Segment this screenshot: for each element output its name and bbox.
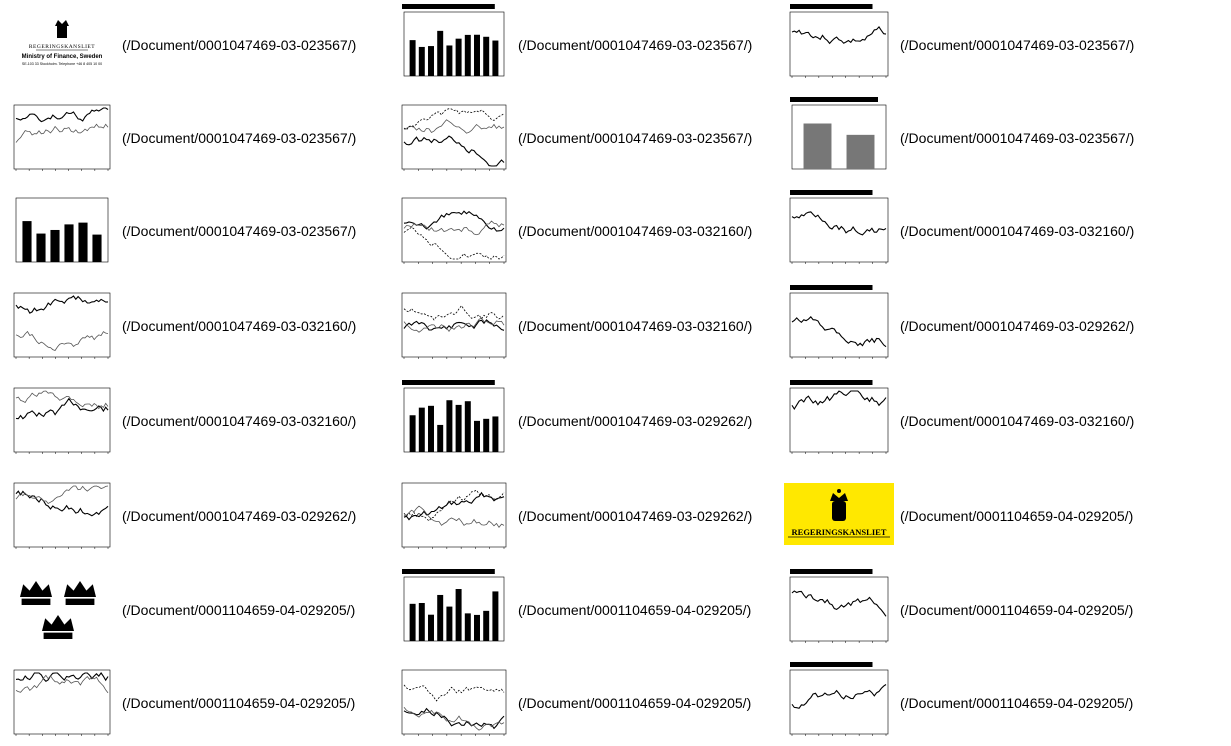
line-chart-thumbnail[interactable]	[8, 473, 116, 559]
line-chart-thumbnail[interactable]	[784, 188, 894, 274]
image-link-item[interactable]: (/Document/0001047469-03-032160/)	[396, 188, 752, 274]
ministry-of-finance-logo[interactable]: REGERINGSKANSLIET Ministry of Finance, Sw…	[8, 2, 116, 88]
line-chart-thumbnail[interactable]	[8, 283, 116, 369]
document-path-link[interactable]: (/Document/0001047469-03-032160/)	[900, 413, 1135, 429]
line-chart-thumbnail[interactable]	[396, 188, 512, 274]
document-path-link[interactable]: (/Document/0001047469-03-023567/)	[122, 130, 357, 146]
three-crowns-icon[interactable]	[8, 567, 116, 653]
document-path-link[interactable]: (/Document/0001047469-03-029262/)	[122, 508, 357, 524]
image-link-item[interactable]: (/Document/0001104659-04-029205/)	[8, 567, 355, 653]
bar-chart-thumbnail[interactable]	[784, 95, 894, 181]
document-path-link[interactable]: (/Document/0001047469-03-032160/)	[122, 413, 357, 429]
svg-text:REGERINGSKANSLIET: REGERINGSKANSLIET	[29, 44, 95, 50]
image-link-item[interactable]: (/Document/0001047469-03-023567/)	[784, 2, 1134, 88]
image-link-item[interactable]: (/Document/0001047469-03-023567/)	[784, 95, 1134, 181]
image-link-item[interactable]: (/Document/0001047469-03-023567/)	[8, 188, 356, 274]
bar-chart-thumbnail[interactable]	[396, 2, 512, 88]
document-path-link[interactable]: (/Document/0001104659-04-029205/)	[900, 695, 1134, 711]
image-link-item[interactable]: (/Document/0001047469-03-032160/)	[784, 188, 1134, 274]
svg-text:REGERINGSKANSLIET: REGERINGSKANSLIET	[792, 527, 887, 537]
image-link-item[interactable]: (/Document/0001047469-03-032160/)	[396, 283, 752, 369]
image-link-item[interactable]: (/Document/0001104659-04-029205/)	[784, 660, 1133, 746]
image-link-item[interactable]: REGERINGSKANSLIET (/Document/0001104659-0…	[784, 473, 1133, 559]
bar-chart-thumbnail[interactable]	[396, 378, 512, 464]
line-chart-thumbnail[interactable]	[8, 378, 116, 464]
document-path-link[interactable]: (/Document/0001104659-04-029205/)	[900, 602, 1134, 618]
line-chart-thumbnail[interactable]	[396, 660, 512, 746]
document-path-link[interactable]: (/Document/0001104659-04-029205/)	[518, 695, 752, 711]
line-chart-thumbnail[interactable]	[8, 660, 116, 746]
image-link-item[interactable]: (/Document/0001047469-03-032160/)	[784, 378, 1134, 464]
document-path-link[interactable]: (/Document/0001047469-03-032160/)	[518, 223, 753, 239]
image-link-item[interactable]: (/Document/0001047469-03-023567/)	[396, 2, 752, 88]
svg-text:Ministry of Finance, Sweden: Ministry of Finance, Sweden	[22, 54, 103, 60]
document-path-link[interactable]: (/Document/0001047469-03-023567/)	[900, 130, 1135, 146]
line-chart-thumbnail[interactable]	[396, 95, 512, 181]
document-path-link[interactable]: (/Document/0001047469-03-023567/)	[900, 37, 1135, 53]
regeringskansliet-crest-logo[interactable]: REGERINGSKANSLIET	[784, 473, 894, 559]
image-link-item[interactable]: (/Document/0001047469-03-023567/)	[8, 95, 356, 181]
svg-text:SE-103 33 Stockholm. Telephone: SE-103 33 Stockholm. Telephone +46 8 405…	[22, 62, 102, 66]
image-link-item[interactable]: (/Document/0001104659-04-029205/)	[396, 567, 751, 653]
image-link-item[interactable]: (/Document/0001047469-03-032160/)	[8, 283, 356, 369]
line-chart-thumbnail[interactable]	[784, 378, 894, 464]
image-link-item[interactable]: (/Document/0001047469-03-023567/)	[396, 95, 752, 181]
line-chart-thumbnail[interactable]	[784, 283, 894, 369]
bar-chart-thumbnail[interactable]	[396, 567, 512, 653]
document-path-link[interactable]: (/Document/0001047469-03-023567/)	[122, 223, 357, 239]
document-path-link[interactable]: (/Document/0001104659-04-029205/)	[122, 695, 356, 711]
image-link-item[interactable]: (/Document/0001047469-03-029262/)	[396, 378, 752, 464]
image-link-item[interactable]: (/Document/0001104659-04-029205/)	[8, 660, 355, 746]
image-link-item[interactable]: (/Document/0001047469-03-029262/)	[784, 283, 1134, 369]
line-chart-thumbnail[interactable]	[784, 2, 894, 88]
line-chart-thumbnail[interactable]	[8, 95, 116, 181]
image-link-item[interactable]: (/Document/0001104659-04-029205/)	[396, 660, 751, 746]
document-path-link[interactable]: (/Document/0001047469-03-029262/)	[900, 318, 1135, 334]
image-link-item[interactable]: (/Document/0001104659-04-029205/)	[784, 567, 1133, 653]
document-path-link[interactable]: (/Document/0001047469-03-029262/)	[518, 508, 753, 524]
image-link-item[interactable]: (/Document/0001047469-03-029262/)	[396, 473, 752, 559]
image-link-item[interactable]: REGERINGSKANSLIET Ministry of Finance, Sw…	[8, 2, 356, 88]
document-path-link[interactable]: (/Document/0001104659-04-029205/)	[122, 602, 356, 618]
line-chart-thumbnail[interactable]	[396, 473, 512, 559]
document-path-link[interactable]: (/Document/0001047469-03-029262/)	[518, 413, 753, 429]
document-path-link[interactable]: (/Document/0001047469-03-032160/)	[122, 318, 357, 334]
image-link-item[interactable]: (/Document/0001047469-03-032160/)	[8, 378, 356, 464]
document-path-link[interactable]: (/Document/0001047469-03-023567/)	[518, 130, 753, 146]
line-chart-thumbnail[interactable]	[784, 567, 894, 653]
document-path-link[interactable]: (/Document/0001047469-03-032160/)	[518, 318, 753, 334]
document-path-link[interactable]: (/Document/0001047469-03-023567/)	[518, 37, 753, 53]
line-chart-thumbnail[interactable]	[784, 660, 894, 746]
bar-chart-thumbnail[interactable]	[8, 188, 116, 274]
line-chart-thumbnail[interactable]	[396, 283, 512, 369]
document-path-link[interactable]: (/Document/0001047469-03-023567/)	[122, 37, 357, 53]
document-path-link[interactable]: (/Document/0001104659-04-029205/)	[900, 508, 1134, 524]
document-path-link[interactable]: (/Document/0001047469-03-032160/)	[900, 223, 1135, 239]
image-link-item[interactable]: (/Document/0001047469-03-029262/)	[8, 473, 356, 559]
document-path-link[interactable]: (/Document/0001104659-04-029205/)	[518, 602, 752, 618]
